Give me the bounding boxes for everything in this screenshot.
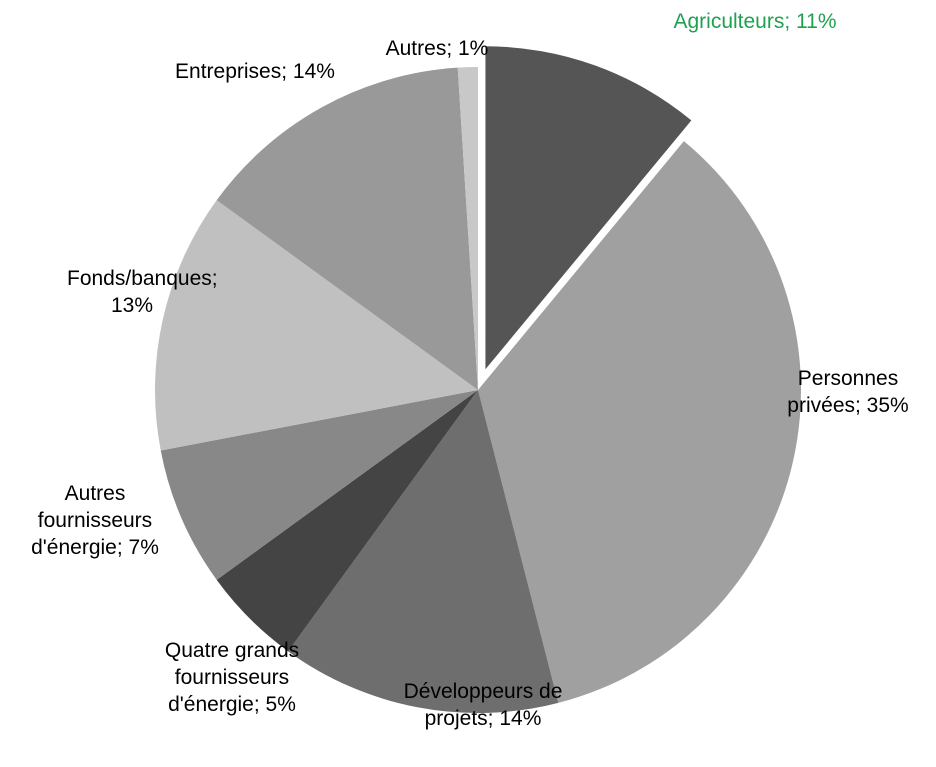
pie-slice (288, 390, 559, 713)
value-label: 5% (265, 693, 296, 716)
pie-slice (160, 390, 478, 580)
category-label: Agriculteurs; (673, 10, 791, 33)
value-label: 11% (796, 10, 837, 33)
category-label: Quatre grands fournisseurs d'énergie; (164, 639, 300, 716)
value-label: 14% (499, 707, 542, 730)
value-label: 14% (292, 60, 335, 83)
slice-label: Entreprises; 14% (175, 58, 335, 85)
value-label: 1% (458, 37, 489, 60)
value-label: 35% (866, 394, 909, 417)
category-label: Développeurs de projets; (403, 680, 563, 730)
category-label: Fonds/banques; (67, 267, 218, 290)
pie-slice (216, 67, 479, 391)
slice-label: Développeurs de projets; 14% (393, 678, 573, 732)
category-label: Personnes privées; (787, 367, 899, 417)
pie-slice (485, 46, 692, 370)
slice-label: Autres fournisseurs d'énergie; 7% (5, 480, 185, 561)
value-label: 13% (110, 294, 154, 317)
category-label: Entreprises; (175, 60, 288, 83)
category-label: Autres; (385, 37, 453, 60)
slice-label: Quatre grands fournisseurs d'énergie; 5% (137, 637, 327, 718)
slice-label: Fonds/banques; 13% (67, 265, 218, 319)
pie-slice (478, 141, 801, 703)
pie-slice (457, 67, 478, 390)
value-label: 7% (128, 536, 159, 559)
slice-label: Personnes privées; 35% (773, 365, 923, 419)
pie-slice (155, 200, 478, 451)
slice-label: Agriculteurs; 11% (655, 8, 855, 35)
pie-slice (216, 390, 479, 652)
category-label: Autres fournisseurs d'énergie; (31, 482, 153, 559)
slice-label: Autres; 1% (357, 35, 517, 62)
